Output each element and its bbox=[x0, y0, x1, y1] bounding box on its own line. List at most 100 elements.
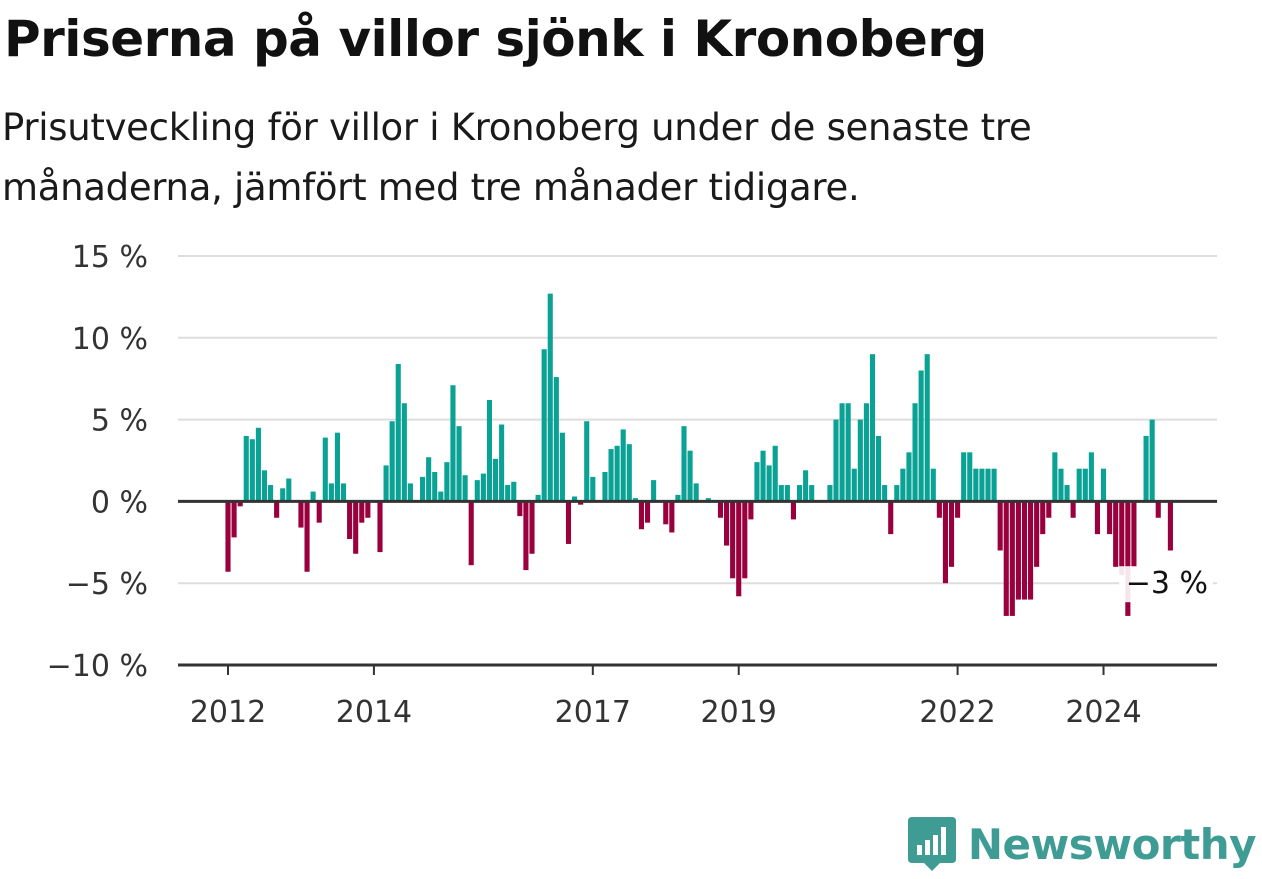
bar bbox=[620, 429, 626, 502]
bar bbox=[456, 426, 462, 502]
bar bbox=[651, 480, 657, 502]
bar bbox=[882, 485, 888, 502]
bar bbox=[942, 501, 948, 584]
bar bbox=[1094, 501, 1100, 535]
y-tick-label: 10 % bbox=[72, 322, 148, 357]
bar bbox=[249, 439, 255, 502]
bar bbox=[553, 377, 559, 502]
bar bbox=[663, 501, 669, 525]
bar bbox=[523, 501, 529, 571]
bar bbox=[395, 363, 401, 502]
bar bbox=[876, 435, 882, 502]
bar bbox=[389, 421, 395, 502]
x-axis-labels: 2012 2014 2017 2019 2022 2024 bbox=[190, 695, 1142, 730]
bar bbox=[608, 449, 614, 502]
bar bbox=[681, 426, 687, 502]
bar bbox=[541, 349, 547, 502]
bar bbox=[869, 354, 876, 502]
bar bbox=[1015, 501, 1021, 600]
bar bbox=[863, 403, 869, 502]
bar bbox=[632, 498, 638, 502]
y-tick-label: 0 % bbox=[91, 485, 148, 520]
bar bbox=[505, 485, 511, 502]
y-tick-label: −10 % bbox=[47, 649, 148, 684]
bar bbox=[280, 488, 286, 502]
bar bbox=[784, 485, 790, 502]
x-tick-label: 2024 bbox=[1065, 695, 1141, 730]
bar bbox=[590, 476, 596, 502]
bar bbox=[1088, 452, 1094, 502]
bar bbox=[1119, 501, 1125, 576]
bar bbox=[1082, 468, 1088, 502]
bar bbox=[426, 457, 432, 502]
bar bbox=[499, 424, 505, 502]
bar bbox=[724, 501, 730, 546]
bar bbox=[845, 403, 851, 502]
bar bbox=[1167, 501, 1173, 551]
bar bbox=[985, 468, 991, 502]
bar bbox=[286, 478, 292, 502]
bar bbox=[973, 468, 979, 502]
chart-title: Priserna på villor sjönk i Kronoberg bbox=[4, 10, 987, 68]
bar bbox=[809, 485, 815, 502]
bar bbox=[717, 501, 724, 518]
bar bbox=[298, 501, 304, 528]
grid-lines bbox=[178, 255, 1217, 585]
bar bbox=[669, 501, 675, 533]
bar bbox=[517, 501, 523, 517]
bar bbox=[778, 485, 784, 502]
end-value-label: −3 % bbox=[1126, 566, 1208, 601]
bar bbox=[572, 496, 578, 502]
bar bbox=[748, 501, 754, 520]
bar bbox=[316, 501, 322, 523]
bar bbox=[383, 465, 389, 502]
bar bbox=[924, 354, 930, 502]
bar bbox=[420, 476, 426, 502]
bar bbox=[912, 403, 918, 502]
bar bbox=[1113, 501, 1119, 567]
bar bbox=[401, 403, 407, 502]
bar bbox=[1131, 501, 1137, 567]
bar bbox=[1034, 501, 1040, 567]
newsworthy-logo[interactable]: Newsworthy bbox=[906, 815, 1257, 873]
bar bbox=[310, 491, 316, 502]
bar bbox=[790, 501, 796, 520]
x-tick-label: 2017 bbox=[555, 695, 631, 730]
bar bbox=[432, 471, 438, 502]
bar bbox=[407, 483, 413, 502]
bar bbox=[638, 501, 644, 530]
bar bbox=[492, 458, 499, 502]
bar bbox=[274, 501, 280, 518]
bar bbox=[462, 475, 468, 502]
bar bbox=[1046, 501, 1052, 518]
bar bbox=[851, 468, 857, 502]
bar bbox=[967, 452, 973, 502]
bar bbox=[1076, 468, 1082, 502]
end-label-halo bbox=[1119, 566, 1213, 603]
bar bbox=[979, 468, 985, 502]
bar bbox=[1155, 501, 1161, 518]
bar bbox=[888, 501, 894, 535]
bar bbox=[225, 501, 231, 572]
bar bbox=[1107, 501, 1113, 535]
bar bbox=[237, 501, 243, 507]
y-axis-labels: 15 % 10 % 5 % 0 % −5 % −10 % bbox=[47, 240, 148, 684]
bar bbox=[930, 468, 936, 502]
bar bbox=[675, 494, 681, 502]
bar bbox=[328, 483, 334, 502]
bar bbox=[1003, 501, 1009, 616]
y-tick-label: −5 % bbox=[66, 567, 148, 602]
bar bbox=[450, 385, 456, 502]
bar bbox=[894, 485, 900, 502]
bar bbox=[1052, 452, 1058, 502]
bar bbox=[529, 501, 535, 554]
bar bbox=[377, 501, 383, 553]
bar bbox=[261, 470, 268, 502]
bar bbox=[948, 501, 955, 567]
bar bbox=[730, 501, 736, 579]
bar bbox=[626, 444, 632, 502]
bar bbox=[340, 483, 347, 502]
bar bbox=[955, 501, 961, 518]
bar bbox=[796, 485, 803, 502]
